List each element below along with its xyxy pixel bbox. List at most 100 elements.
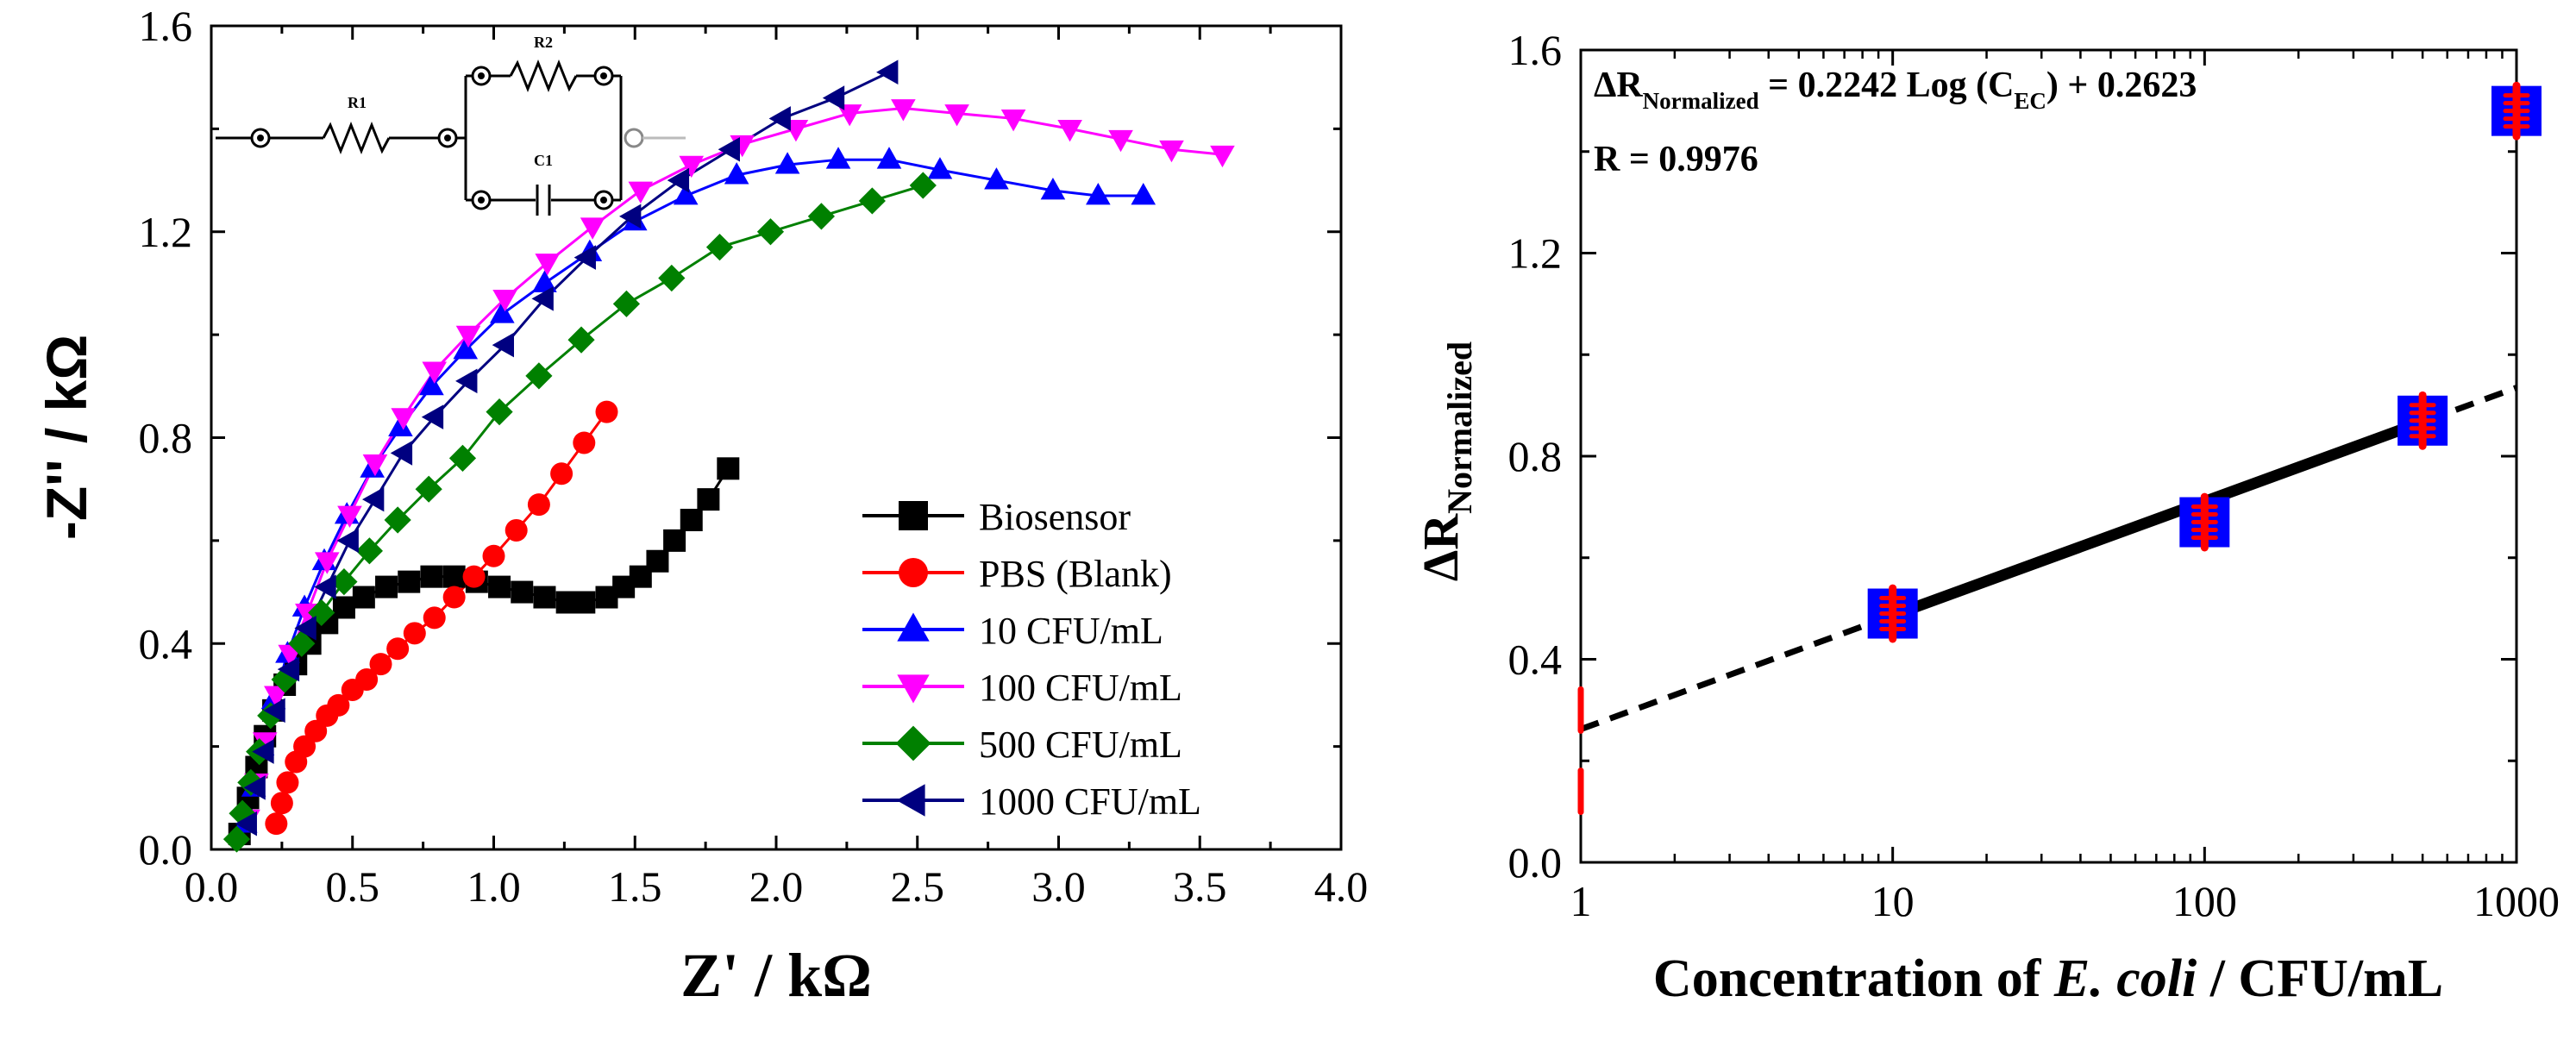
series-marker — [264, 686, 289, 708]
left-y-tick-label: 1.2 — [139, 208, 193, 256]
series-marker — [573, 591, 596, 614]
left-ticks: 0.0 0.5 1.0 1.5 2.0 2.5 3.0 3.5 4.0 0.0 0.4 0.8 1.2 1… — [139, 2, 1369, 911]
series-marker — [442, 586, 466, 609]
legend-marker — [899, 501, 928, 530]
series-marker — [628, 181, 654, 204]
legend: Biosensor PBS (Blank) 10 CFU/mL 100 CFU/mL 5… — [862, 496, 1201, 823]
calibration-points — [1577, 81, 2542, 816]
left-series-markers — [223, 60, 1235, 853]
left-y-tick-label: 1.6 — [139, 2, 193, 50]
series-marker — [595, 400, 618, 423]
resistor-r1 — [322, 121, 391, 155]
series-marker — [807, 203, 835, 230]
series-marker — [243, 775, 266, 800]
series-marker — [288, 630, 316, 657]
series-marker — [304, 719, 328, 742]
series-marker — [388, 414, 413, 436]
legend-label: 100 CFU/mL — [979, 667, 1182, 709]
series-marker — [927, 157, 953, 179]
left-y-tick-label: 0.4 — [139, 619, 193, 667]
series-marker — [490, 301, 515, 323]
equation-lhs: ΔR — [1594, 66, 1643, 105]
series-marker — [858, 187, 886, 215]
series-marker — [419, 373, 444, 396]
series-marker — [390, 441, 413, 466]
series-marker — [442, 565, 466, 588]
series-marker — [355, 668, 379, 692]
series-marker — [337, 505, 362, 528]
legend-marker — [896, 784, 925, 817]
series-marker — [837, 104, 862, 127]
left-y-tick-label: 0.0 — [139, 825, 193, 874]
legend-label: 500 CFU/mL — [979, 724, 1182, 766]
right-y-tick-label: 0.4 — [1508, 636, 1563, 684]
series-marker — [680, 509, 703, 531]
series-marker — [1040, 178, 1066, 200]
left-x-tick-label: 3.5 — [1173, 862, 1227, 911]
circuit-label-c1: C1 — [534, 152, 553, 169]
fit-line-solid — [1890, 417, 2425, 621]
series-marker — [237, 768, 265, 797]
series-marker — [252, 732, 278, 755]
series-marker — [293, 735, 317, 758]
fit-equation: ΔRNormalized = 0.2242 Log (CEC) + 0.2623 — [1594, 66, 2197, 114]
series-marker — [455, 325, 481, 348]
left-x-tick-label: 1.5 — [608, 862, 662, 911]
right-y-tick-label: 1.2 — [1508, 229, 1563, 278]
series-marker — [336, 528, 359, 554]
series-marker — [270, 792, 293, 815]
series-marker — [646, 549, 669, 573]
series-marker — [891, 99, 916, 122]
series-marker — [658, 264, 686, 292]
series-marker — [679, 155, 705, 179]
series-marker — [482, 544, 505, 567]
circuit-node-dot — [600, 72, 607, 79]
series-marker — [421, 404, 444, 429]
series-marker — [1159, 140, 1184, 163]
series-marker — [619, 204, 642, 229]
series-marker — [257, 702, 285, 730]
series-marker — [271, 666, 298, 693]
series-marker — [718, 136, 740, 162]
series-marker — [422, 361, 448, 384]
correlation-r: R = 0.9976 — [1594, 140, 1758, 179]
series-marker — [486, 398, 513, 426]
series-marker — [415, 475, 442, 503]
series-marker — [375, 575, 398, 598]
right-y-axis-title: ΔRNormalized — [1413, 341, 1479, 581]
series-marker — [822, 85, 845, 110]
series-marker — [573, 431, 596, 454]
series-marker — [697, 488, 720, 511]
series-marker — [453, 337, 479, 360]
series-marker — [398, 570, 421, 593]
legend-marker — [895, 725, 931, 761]
series-marker — [235, 811, 257, 836]
series-marker — [314, 574, 336, 599]
series-marker — [944, 104, 969, 127]
legend-marker — [897, 612, 930, 642]
series-marker — [263, 698, 285, 724]
left-x-tick-label: 0.0 — [185, 862, 239, 911]
series-marker — [580, 217, 605, 240]
series-marker — [492, 289, 517, 312]
left-x-tick-label: 4.0 — [1314, 862, 1369, 911]
series-marker — [423, 606, 446, 630]
series-marker — [511, 580, 534, 604]
right-y-tick-label: 0.0 — [1508, 838, 1563, 887]
series-line — [235, 184, 924, 840]
legend-marker — [899, 558, 928, 587]
series-marker — [1131, 183, 1156, 205]
equation-sub2: EC — [2014, 88, 2046, 114]
series-marker — [673, 183, 699, 205]
equation-mid: = 0.2242 Log (C — [1759, 66, 2015, 105]
series-marker — [462, 565, 486, 588]
x-title-italic: E. coli — [2053, 949, 2197, 1008]
series-marker — [386, 637, 410, 661]
circuit-node-dot — [478, 72, 485, 79]
series-marker — [612, 290, 641, 317]
fit-line — [1579, 385, 2518, 732]
left-x-tick-label: 2.0 — [749, 862, 804, 911]
series-marker — [1000, 110, 1026, 132]
